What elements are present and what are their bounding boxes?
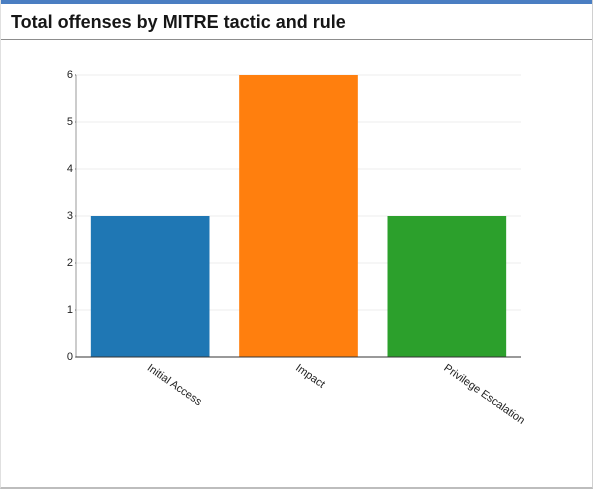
x-tick-label: Privilege Escalation [441, 362, 527, 427]
y-tick-label: 2 [67, 257, 73, 269]
y-tick-label: 3 [67, 210, 73, 222]
widget-title: Total offenses by MITRE tactic and rule [1, 4, 592, 40]
bar [387, 216, 507, 357]
x-tick-label: Impact [293, 362, 327, 391]
y-tick-label: 6 [67, 69, 73, 81]
top-bar [1, 0, 592, 4]
bar [239, 75, 358, 357]
y-tick-label: 4 [67, 163, 73, 175]
y-tick-label: 1 [67, 304, 73, 316]
y-tick-label: 5 [67, 116, 73, 128]
x-tick-label: Initial Access [145, 362, 204, 409]
bar [90, 216, 210, 357]
y-tick-label: 0 [67, 351, 73, 363]
